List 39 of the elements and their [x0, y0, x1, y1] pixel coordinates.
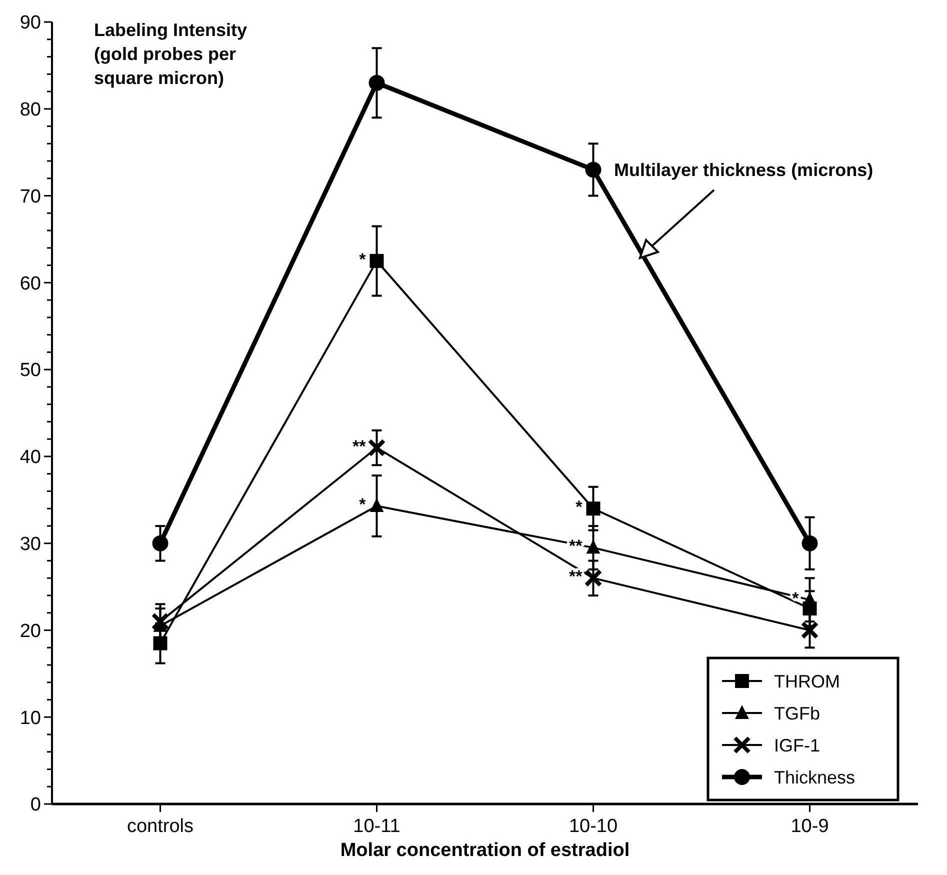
- annotation: *: [359, 250, 366, 269]
- y-tick-label: 20: [20, 620, 41, 642]
- point: [586, 540, 600, 554]
- point: [586, 502, 600, 516]
- annotation: **: [352, 436, 366, 456]
- point: [802, 592, 817, 606]
- y-tick-label: 10: [20, 708, 41, 729]
- x-tick-label: 10-10: [568, 816, 618, 837]
- annotation: Multilayer thickness (microns): [614, 160, 874, 180]
- point: [370, 498, 384, 512]
- point: [370, 254, 384, 268]
- annotation: *: [576, 498, 583, 517]
- annotation: **: [569, 567, 583, 586]
- x-tick-label: 10-9: [790, 816, 829, 837]
- point: [152, 535, 168, 552]
- y-tick-label: 50: [20, 360, 41, 382]
- point: [800, 621, 819, 640]
- point: [802, 535, 818, 552]
- x-tick-label: controls: [126, 816, 194, 837]
- y-tick-label: 70: [20, 186, 41, 208]
- x-tick-label: 10-11: [353, 816, 400, 837]
- annotation: *: [359, 494, 366, 514]
- legend-label: TGFb: [774, 703, 820, 724]
- y-axis-title: Labeling Intensity (gold probes per square micron): [94, 20, 248, 88]
- point: [585, 162, 602, 178]
- y-tick-label: 40: [20, 447, 41, 468]
- y-tick-label: 60: [20, 273, 41, 294]
- y-tick-label: 30: [20, 534, 41, 555]
- y-tick-label: 90: [20, 12, 41, 34]
- y-tick-label: 80: [20, 100, 41, 121]
- point: [368, 74, 385, 91]
- x-axis-title: Molar concentration of estradiol: [340, 840, 630, 861]
- legend-label: Thickness: [774, 767, 856, 788]
- point: [368, 438, 386, 457]
- point: [151, 612, 170, 631]
- legend-label: IGF-1: [774, 735, 820, 756]
- legend-label: THROM: [774, 671, 840, 692]
- point: [584, 569, 602, 588]
- y-tick-label: 0: [30, 794, 41, 816]
